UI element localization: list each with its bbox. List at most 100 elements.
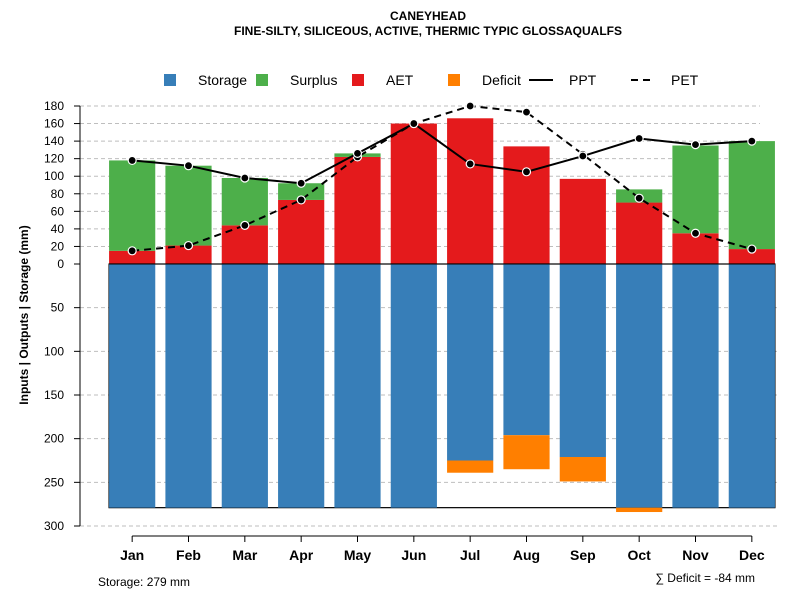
- bar-aet: [672, 233, 719, 264]
- bar-storage: [221, 264, 268, 508]
- bar-deficit: [616, 507, 663, 513]
- bars: [108, 118, 776, 513]
- chart-subtitle: FINE-SILTY, SILICEOUS, ACTIVE, THERMIC T…: [234, 24, 622, 38]
- pet-point: [690, 228, 701, 238]
- legend: Storage Surplus AET Deficit PPT PET: [164, 72, 699, 88]
- bar-aet: [334, 156, 381, 264]
- legend-label-pet: PET: [671, 72, 699, 88]
- ppt-point: [521, 167, 532, 177]
- ppt-point: [578, 151, 588, 161]
- x-tick-label-may: May: [344, 547, 371, 563]
- x-tick-label-dec: Dec: [739, 547, 765, 563]
- y-tick-label: 80: [51, 187, 65, 201]
- y-tick-label: 300: [44, 519, 64, 533]
- bar-storage: [503, 264, 550, 436]
- pet-point: [240, 220, 250, 230]
- bar-surplus: [109, 160, 156, 251]
- bar-deficit: [447, 460, 494, 473]
- ppt-point: [690, 140, 701, 150]
- pet-point: [521, 107, 532, 117]
- bar-aet: [165, 245, 212, 264]
- x-tick-label-jan: Jan: [120, 547, 144, 563]
- x-tick-label-feb: Feb: [176, 547, 201, 563]
- y-tick-label: 180: [44, 99, 64, 113]
- ppt-point: [465, 159, 475, 169]
- legend-label-deficit: Deficit: [482, 72, 521, 88]
- axes: 0 20 40 60 80 100 120 140 160 180 50 100 150 200 250 30…: [44, 99, 775, 563]
- bar-storage: [447, 264, 494, 461]
- bar-deficit: [503, 435, 550, 470]
- pet-point: [127, 246, 137, 256]
- legend-label-ppt: PPT: [569, 72, 597, 88]
- y-tick-label: 200: [44, 432, 64, 446]
- bar-surplus: [165, 165, 212, 246]
- x-tick-label-jun: Jun: [401, 547, 426, 563]
- y-tick-label: 50: [51, 301, 65, 315]
- x-tick-label-aug: Aug: [513, 547, 540, 563]
- legend-key-aet: [352, 74, 364, 86]
- deficit-note: ∑ Deficit = -84 mm: [655, 571, 755, 585]
- ppt-point: [296, 178, 306, 188]
- bar-storage: [616, 264, 663, 508]
- x-tick-label-jul: Jul: [460, 547, 480, 563]
- y-tick-label: 20: [51, 239, 65, 253]
- bar-storage: [390, 264, 437, 508]
- pet-point: [634, 193, 644, 203]
- pet-point: [747, 244, 757, 254]
- x-tick-label-oct: Oct: [627, 547, 651, 563]
- bar-aet: [278, 199, 325, 264]
- bar-surplus: [672, 145, 719, 234]
- bar-storage: [278, 264, 325, 508]
- x-tick-label-nov: Nov: [682, 547, 709, 563]
- ppt-point: [240, 173, 250, 183]
- y-tick-label: 100: [44, 344, 64, 358]
- bar-deficit: [559, 457, 606, 482]
- ppt-point: [352, 148, 363, 158]
- legend-key-deficit: [448, 74, 460, 86]
- bar-aet: [503, 146, 550, 264]
- x-tick-label-apr: Apr: [289, 547, 314, 563]
- bar-storage: [109, 264, 156, 508]
- ppt-point: [409, 118, 419, 129]
- bar-aet: [109, 250, 156, 264]
- y-tick-label: 160: [44, 117, 64, 131]
- bar-aet: [390, 123, 437, 264]
- legend-label-aet: AET: [386, 72, 414, 88]
- y-tick-label: 140: [44, 134, 64, 148]
- bar-aet: [616, 202, 663, 264]
- legend-label-surplus: Surplus: [290, 72, 337, 88]
- y-tick-label: 0: [57, 257, 64, 271]
- bar-storage: [672, 264, 719, 508]
- bar-aet: [559, 178, 606, 264]
- chart-title: CANEYHEAD: [390, 9, 466, 23]
- y-tick-label: 120: [44, 152, 64, 166]
- x-tick-label-sep: Sep: [570, 547, 596, 563]
- pet-point: [465, 101, 475, 111]
- legend-key-surplus: [256, 74, 268, 86]
- bar-storage: [334, 264, 381, 508]
- ppt-point: [747, 136, 757, 146]
- storage-note: Storage: 279 mm: [98, 575, 190, 589]
- y-tick-label: 40: [51, 222, 65, 236]
- bar-aet: [447, 118, 494, 265]
- y-axis-label: Inputs | Outputs | Storage (mm): [17, 225, 31, 404]
- bar-surplus: [728, 141, 775, 250]
- bar-aet: [728, 249, 775, 264]
- y-tick-label: 250: [44, 475, 64, 489]
- y-tick-label: 150: [44, 388, 64, 402]
- ppt-point: [183, 161, 194, 171]
- bar-storage: [165, 264, 212, 508]
- x-tick-label-mar: Mar: [232, 547, 257, 563]
- ppt-point: [634, 133, 644, 144]
- bar-surplus: [278, 183, 325, 200]
- ppt-point: [127, 155, 137, 166]
- bar-storage: [559, 264, 606, 458]
- pet-point: [296, 195, 306, 205]
- legend-key-storage: [164, 74, 176, 86]
- ppt-line: [132, 122, 752, 185]
- pet-point: [183, 240, 194, 251]
- series-lines: [127, 101, 757, 256]
- y-tick-label: 60: [51, 204, 65, 218]
- y-tick-label: 100: [44, 169, 64, 183]
